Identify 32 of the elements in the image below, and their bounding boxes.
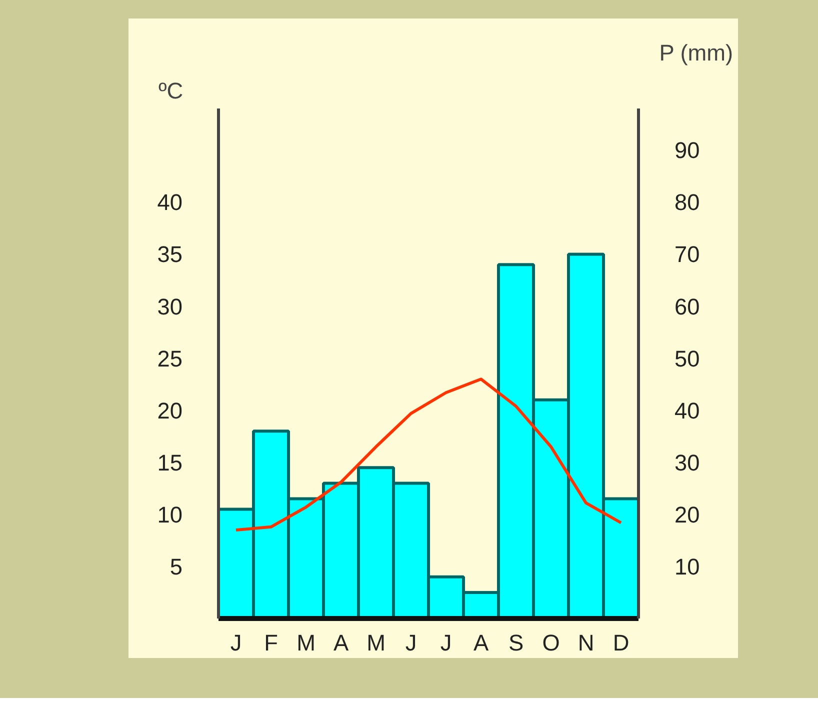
y2-tick-label: 20 (674, 501, 700, 528)
x-tick-label: M (296, 630, 316, 656)
x-tick-label: N (578, 630, 594, 656)
y-tick-label: 5 (170, 553, 183, 580)
y-tick-label: 30 (157, 293, 182, 320)
x-tick-label: J (405, 630, 417, 656)
x-tick-label: J (440, 630, 452, 656)
x-tick-label: J (230, 630, 242, 656)
y2-tick-label: 50 (674, 345, 700, 372)
y2-tick-label: 40 (674, 397, 700, 424)
x-tick-label: F (264, 630, 278, 656)
y-tick-label: 25 (157, 345, 182, 372)
y-tick-label: 35 (157, 241, 182, 268)
line-series (234, 378, 622, 532)
y2-tick-label: 80 (674, 189, 700, 216)
y-tick-label: 10 (157, 501, 182, 528)
y2-tick-label: 10 (674, 553, 700, 580)
y2-tick-label: 70 (674, 241, 700, 268)
y-axis-title: ºC (158, 78, 184, 104)
y-tick-label: 15 (157, 449, 182, 476)
x-tick-label: D (612, 630, 630, 656)
x-tick-label: A (333, 630, 350, 656)
y2-tick-label: 90 (674, 137, 700, 164)
y2-tick-label: 60 (674, 293, 700, 320)
x-tick-label: A (473, 630, 490, 656)
y-tick-label: 40 (157, 189, 182, 216)
y2-axis-title: P (mm) (659, 40, 734, 66)
y-tick-label: 20 (157, 397, 182, 424)
x-tick-label: O (542, 630, 560, 656)
y2-tick-label: 30 (674, 449, 700, 476)
x-tick-label: M (366, 630, 386, 656)
x-tick-label: S (508, 630, 524, 656)
